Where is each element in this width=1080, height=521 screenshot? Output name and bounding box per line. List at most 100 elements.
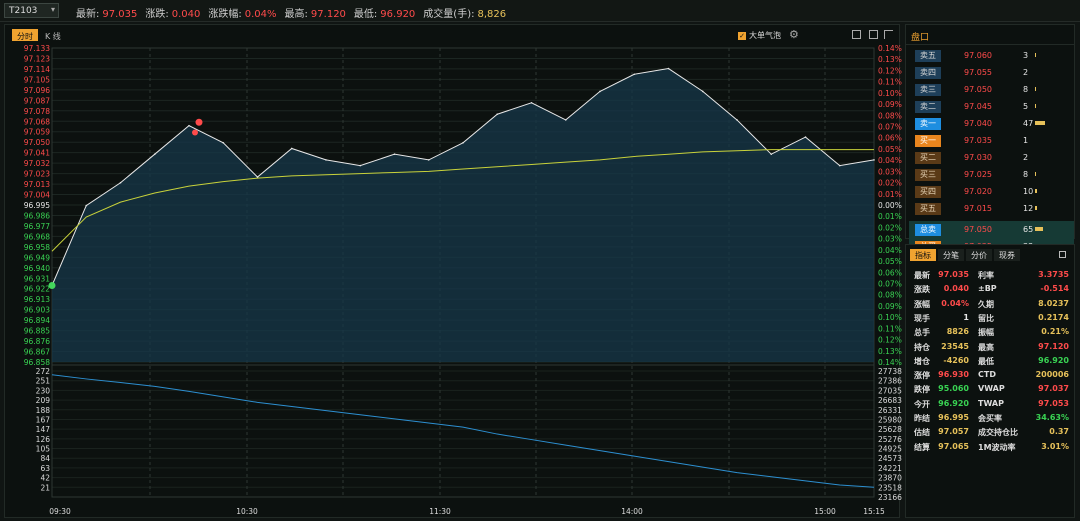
price-point: [736, 119, 738, 121]
oi-tick: 24573: [878, 454, 902, 463]
stats-k2: CTD: [978, 370, 996, 380]
stats-k2: 久期: [978, 299, 994, 309]
oi-tick: 24221: [878, 464, 902, 473]
stats-k1: 跌停: [914, 385, 930, 395]
oi-tick: 27738: [878, 367, 902, 376]
symbol-select[interactable]: T2103 ▾: [4, 3, 59, 18]
stats-row: 估结 97.057 成交持仓比 0.37: [914, 427, 1072, 441]
pct-tick: 0.09%: [878, 100, 902, 109]
volume-bar: [1035, 189, 1037, 193]
pct-tick: 0.12%: [878, 336, 902, 345]
price-tick: 96.958: [24, 243, 50, 252]
quote-key: 成交量(手):: [423, 9, 475, 20]
pct-tick: 0.05%: [878, 257, 902, 266]
stats-k1: 涨跌: [914, 285, 930, 295]
level-volume: 47: [1023, 119, 1034, 128]
volume-tick: 147: [36, 425, 51, 434]
pct-tick: 0.08%: [878, 111, 902, 120]
bubble-toggle[interactable]: ✓ 大单气泡: [738, 30, 781, 41]
stats-k1: 结算: [914, 442, 930, 452]
volume-tick: 21: [40, 483, 50, 492]
window-icon[interactable]: [869, 30, 878, 39]
volume-tick: 272: [36, 367, 51, 376]
price-tick: 97.096: [24, 86, 50, 95]
order-book-row: 总卖 97.050 65: [909, 221, 1074, 238]
level-label: 卖五: [915, 50, 941, 62]
level-price: 97.020: [964, 187, 992, 196]
time-label: 11:30: [429, 507, 451, 516]
stats-v2: 0.37: [1049, 427, 1069, 437]
price-tick: 97.114: [24, 65, 50, 74]
price-tick: 96.986: [24, 211, 50, 220]
level-volume: 8: [1023, 85, 1029, 94]
low-marker: [48, 281, 56, 289]
stats-v1: -4260: [943, 355, 969, 365]
stats-v1: 0.040: [943, 284, 969, 294]
pct-tick: 0.09%: [878, 302, 902, 311]
pct-tick: 0.00%: [878, 201, 902, 210]
gear-icon[interactable]: ⚙: [789, 28, 799, 41]
stats-tab[interactable]: 现券: [994, 249, 1020, 261]
level-price: 97.045: [964, 102, 992, 111]
external-icon[interactable]: [884, 30, 893, 39]
quote-value: 97.120: [310, 9, 346, 20]
price-tick: 97.068: [24, 117, 50, 126]
stats-k1: 涨幅: [914, 299, 930, 309]
pct-tick: 0.02%: [878, 223, 902, 232]
price-tick: 96.995: [24, 201, 50, 210]
chart-tabs: 分时 K 线: [12, 29, 66, 41]
camera-icon[interactable]: [852, 30, 861, 39]
stats-v1: 8826: [946, 327, 969, 337]
volume-tick: 251: [36, 377, 51, 386]
price-point: [359, 164, 362, 167]
oi-tick: 23870: [878, 474, 902, 483]
volume-tick: 230: [36, 386, 51, 395]
stats-k2: 最高: [978, 342, 994, 352]
price-tick: 97.004: [24, 191, 50, 200]
stats-tab[interactable]: 指标: [910, 249, 936, 261]
checkbox-icon: ✓: [738, 31, 746, 40]
quote-value: 0.04%: [244, 9, 277, 20]
order-book: 盘口 卖五 97.060 3 卖四 97.055 2 卖三 97.050 8 卖二 97.045 5 卖…: [905, 24, 1075, 255]
stats-row: 增仓 -4260 最低 96.920: [914, 356, 1072, 370]
pct-tick: 0.03%: [878, 167, 902, 176]
tab-intraday[interactable]: 分时: [12, 29, 38, 41]
stats-v1: 95.060: [938, 384, 969, 394]
price-point: [393, 153, 396, 155]
level-label: 买二: [915, 152, 941, 164]
level-label: 买四: [915, 186, 941, 198]
stats-tab[interactable]: 分价: [966, 249, 992, 261]
oi-tick: 26331: [878, 406, 902, 415]
quote-key: 涨跌幅:: [208, 9, 242, 20]
quote-value: 97.035: [102, 9, 138, 20]
oi-tick: 27035: [878, 386, 902, 395]
stats-v1: 96.995: [938, 413, 969, 422]
pct-tick: 0.12%: [878, 66, 902, 75]
price-tick: 97.123: [24, 54, 50, 63]
price-tick: 96.903: [24, 306, 50, 315]
expand-icon[interactable]: [1059, 251, 1066, 258]
volume-tick: 42: [40, 474, 50, 483]
pct-tick: 0.02%: [878, 179, 902, 188]
order-book-row: 卖五 97.060 3: [909, 47, 1074, 64]
pct-tick: 0.06%: [878, 134, 902, 143]
time-label: 15:15: [863, 507, 885, 516]
tab-kline[interactable]: K 线: [45, 32, 61, 41]
level-volume: 2: [1023, 153, 1029, 162]
level-label: 买三: [915, 169, 941, 181]
volume-bar: [1035, 206, 1037, 210]
oi-tick: 23166: [878, 493, 902, 502]
price-tick: 96.931: [24, 274, 50, 283]
stats-tab[interactable]: 分笔: [938, 249, 964, 261]
level-volume: 2: [1023, 68, 1029, 77]
stats-v1: 1: [963, 312, 969, 322]
time-label: 14:00: [621, 507, 643, 516]
stats-k2: 振幅: [978, 328, 994, 338]
level-price: 97.025: [964, 170, 992, 179]
price-tick: 97.013: [24, 180, 50, 189]
pct-tick: 0.14%: [878, 358, 902, 367]
stats-k1: 估结: [914, 428, 930, 438]
level-price: 97.040: [964, 119, 992, 128]
stats-v2: 0.21%: [1041, 327, 1069, 337]
pct-tick: 0.01%: [878, 190, 902, 199]
